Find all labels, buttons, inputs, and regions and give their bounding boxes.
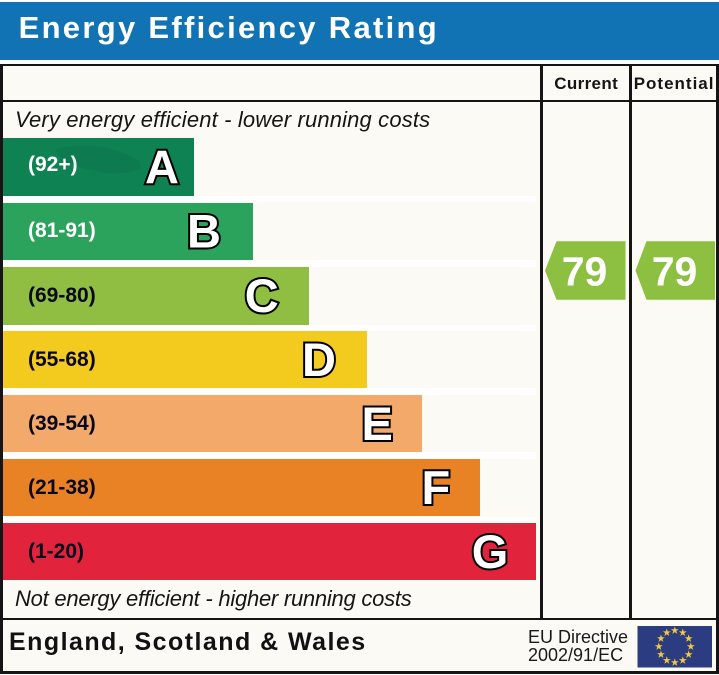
svg-text:C: C [245, 269, 279, 322]
svg-text:D: D [302, 333, 336, 386]
svg-text:F: F [422, 461, 451, 514]
svg-text:G: G [472, 525, 509, 578]
svg-text:A: A [145, 140, 179, 193]
svg-text:79: 79 [562, 248, 608, 294]
svg-text:E: E [362, 397, 393, 450]
svg-text:79: 79 [652, 248, 698, 294]
svg-text:B: B [187, 204, 221, 257]
